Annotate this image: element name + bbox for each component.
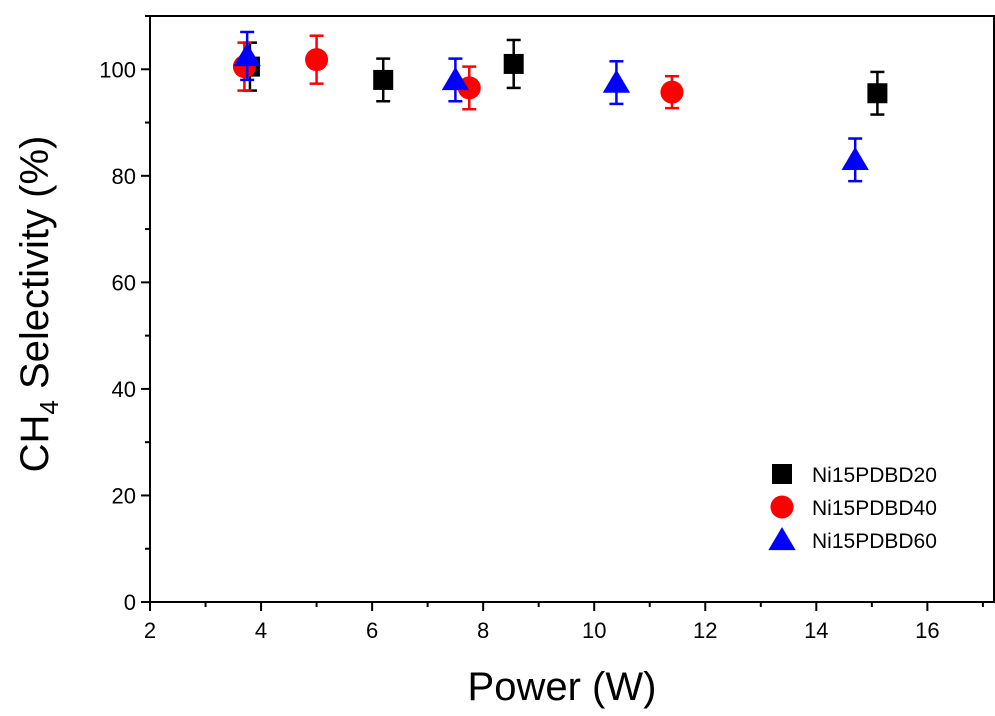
x-tick-label: 4 <box>255 618 267 643</box>
y-tick-label: 80 <box>112 164 136 189</box>
legend-marker-triangle <box>768 527 796 551</box>
x-tick-label: 16 <box>915 618 939 643</box>
x-tick-label: 14 <box>804 618 828 643</box>
data-point-circle <box>660 80 684 104</box>
series-ni15pdbd60 <box>233 30 869 183</box>
x-axis-title: Power (W) <box>468 665 657 709</box>
x-tick-label: 12 <box>693 618 717 643</box>
x-tick-label: 2 <box>144 618 156 643</box>
plot-border <box>149 15 995 603</box>
y-tick-label: 40 <box>112 377 136 402</box>
legend-label: Ni15PDBD40 <box>812 497 937 520</box>
data-point-square <box>867 83 888 104</box>
axis-ticks: 2 4 6 8 10 12 14 16 0 20 40 60 80 100 <box>99 15 984 643</box>
y-axis-title-subscript: 4 <box>34 400 64 414</box>
data-point-square <box>503 53 524 74</box>
x-tick-label: 8 <box>477 618 489 643</box>
data-point-circle <box>305 48 329 72</box>
series-ni15pdbd20 <box>239 38 888 116</box>
data-point-triangle <box>233 42 261 67</box>
data-series <box>232 30 888 183</box>
x-tick-label: 6 <box>366 618 378 643</box>
data-point-square <box>373 69 394 90</box>
legend-marker-circle <box>770 495 794 519</box>
y-axis-title: CH4 Selectivity (%) <box>13 136 64 473</box>
y-tick-label: 0 <box>124 590 136 615</box>
x-tick-label: 10 <box>582 618 606 643</box>
data-point-triangle <box>602 69 631 93</box>
plot-frame <box>149 15 995 603</box>
y-axis-title-suffix: Selectivity (%) <box>13 136 57 401</box>
y-tick-label: 20 <box>112 483 136 508</box>
y-axis-title-prefix: CH <box>13 415 57 473</box>
legend-label: Ni15PDBD20 <box>812 464 937 487</box>
data-point-triangle <box>441 66 470 91</box>
data-point-triangle <box>841 146 869 170</box>
y-tick-label: 100 <box>99 57 136 82</box>
legend-label: Ni15PDBD60 <box>812 530 937 553</box>
y-tick-label: 60 <box>112 270 136 295</box>
legend-marker-square <box>772 464 792 484</box>
legend: Ni15PDBD20 Ni15PDBD40 Ni15PDBD60 <box>768 464 937 553</box>
